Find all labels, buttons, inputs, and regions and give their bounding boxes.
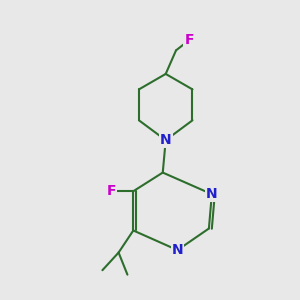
Text: N: N: [172, 243, 183, 257]
Text: F: F: [106, 184, 116, 198]
Text: F: F: [184, 33, 194, 47]
Text: N: N: [206, 187, 218, 201]
Text: N: N: [160, 133, 172, 147]
